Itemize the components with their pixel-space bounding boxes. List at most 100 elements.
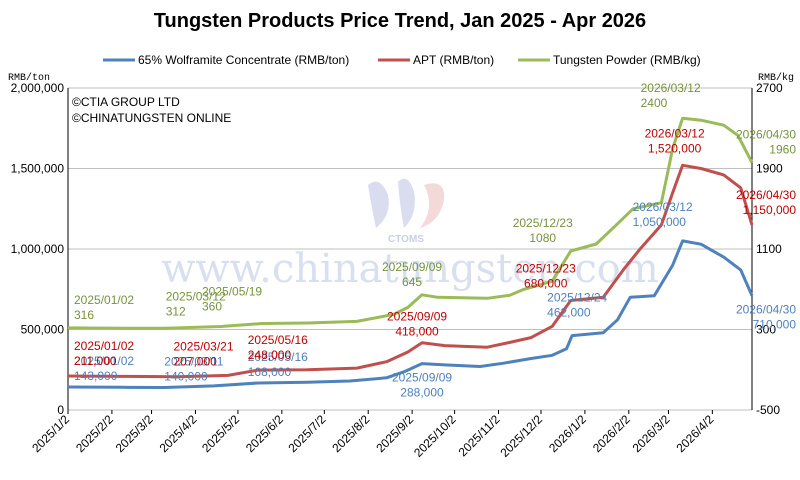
data-label-date: 2025/03/11: [164, 354, 223, 368]
data-label-value: 462,000: [547, 306, 591, 320]
data-label-value: 645: [402, 275, 422, 289]
watermark-logo-text: CTOMS: [388, 234, 424, 245]
data-label-value: 2400: [641, 96, 668, 110]
data-label-value: 248,000: [248, 348, 292, 362]
data-label-date: 2026/03/12: [633, 200, 693, 214]
data-label-value: 140,000: [164, 369, 208, 383]
x-tick-label: 2025/3/2: [113, 412, 156, 455]
data-label-date: 2025/05/16: [248, 350, 308, 364]
series-line-tungsten-powder: [67, 116, 754, 330]
data-label-value: 710,000: [753, 318, 797, 332]
chart-title: Tungsten Products Price Trend, Jan 2025 …: [154, 10, 646, 32]
data-label-date: 2025/12/23: [516, 262, 576, 276]
data-label-value: 288,000: [400, 386, 444, 400]
left-axis-unit: RMB/ton: [8, 72, 50, 84]
watermark: CTOMS www.chinatungsten.com: [161, 178, 659, 292]
data-label-date: 2025/05/16: [248, 333, 308, 347]
data-label-value: 418,000: [395, 325, 439, 339]
right-tick-label: 2700: [756, 81, 783, 95]
data-label-value: 143,000: [74, 369, 118, 383]
series-line-apt: [67, 163, 754, 379]
data-label-value: 1,050,000: [633, 215, 687, 229]
left-tick-label: 1,500,000: [11, 162, 65, 176]
x-tick-label: 2026/3/2: [630, 412, 673, 455]
data-label-date: 2025/09/09: [382, 260, 442, 274]
left-tick-label: 1,000,000: [11, 242, 65, 256]
right-axis-unit: RMB/kg: [758, 72, 794, 84]
data-label-date: 2025/12/23: [513, 216, 573, 230]
legend-label-tungsten-powder: Tungsten Powder (RMB/kg): [553, 53, 701, 67]
series-line-wolframite: [67, 239, 754, 389]
data-label-value: 316: [74, 308, 94, 322]
data-label-date: 2026/04/30: [736, 127, 796, 141]
data-label-value: 168,000: [248, 365, 292, 379]
x-tick-label: 2025/7/2: [286, 412, 329, 455]
x-tick-label: 2025/1/2: [29, 412, 72, 455]
watermark-text: www.chinatungsten.com: [161, 246, 659, 292]
x-tick-label: 2026/1/2: [546, 412, 589, 455]
data-label-value: 680,000: [524, 277, 568, 291]
data-label-value: 1960: [769, 142, 796, 156]
legend-item-wolframite: 65% Wolframite Concentrate (RMB/ton): [103, 53, 349, 67]
x-tick-label: 2025/10/2: [411, 412, 459, 460]
data-label-value: 1,150,000: [743, 203, 797, 217]
x-tick-label: 2025/12/2: [497, 412, 545, 460]
data-label-date: 2025/01/02: [74, 339, 134, 353]
right-tick-label: -500: [756, 403, 780, 417]
x-tick-label: 2025/5/2: [199, 412, 242, 455]
left-tick-label: 500,000: [21, 323, 65, 337]
right-tick-label: 300: [756, 323, 776, 337]
data-label-value: 1080: [529, 231, 556, 245]
legend-item-tungsten-powder: Tungsten Powder (RMB/kg): [518, 53, 701, 67]
data-label-value: 207,000: [173, 355, 217, 369]
legend-label-apt: APT (RMB/ton): [413, 53, 494, 67]
x-tick-label: 2025/9/2: [373, 412, 416, 455]
x-tick-label: 2025/8/2: [329, 412, 372, 455]
x-tick-label: 2025/11/2: [456, 412, 503, 459]
data-label-date: 2025/05/19: [202, 284, 262, 298]
data-label-date: 2025/01/02: [74, 354, 134, 368]
data-label-wolframite: 2026/03/121,050,000: [633, 200, 693, 229]
data-label-apt: 2026/03/121,520,000: [645, 126, 705, 155]
data-label-value: 360: [202, 299, 222, 313]
data-label-value: 211,000: [74, 354, 117, 368]
data-label-value: 1,520,000: [648, 141, 702, 155]
right-tick-label: 1900: [756, 162, 783, 176]
right-tick-label: 1100: [756, 242, 782, 256]
x-tick-label: 2026/2/2: [590, 412, 633, 455]
data-label-date: 2026/04/30: [736, 303, 796, 317]
data-label-apt: 2026/04/301,150,000: [736, 188, 796, 217]
data-label-date: 2025/09/09: [392, 371, 452, 385]
data-label-date: 2025/09/09: [387, 310, 447, 324]
credit-ctia: ©CTIA GROUP LTD: [72, 95, 180, 109]
x-tick-label: 2025/2/2: [73, 412, 116, 455]
left-tick-label: 2,000,000: [11, 81, 65, 95]
series-lines: [67, 116, 754, 389]
watermark-logo: CTOMS: [368, 178, 445, 245]
data-label-date: 2025/12/24: [547, 291, 607, 305]
left-tick-label: 0: [57, 403, 64, 417]
legend-label-wolframite: 65% Wolframite Concentrate (RMB/ton): [138, 53, 349, 67]
legend: 65% Wolframite Concentrate (RMB/ton) APT…: [103, 53, 701, 67]
credit-chinatungsten: ©CHINATUNGSTEN ONLINE: [72, 111, 231, 125]
data-label-date: 2025/03/12: [166, 289, 226, 303]
annotations: 2025/01/02143,0002025/03/11140,0002025/0…: [74, 81, 796, 399]
x-tick-label: 2025/4/2: [157, 412, 200, 455]
